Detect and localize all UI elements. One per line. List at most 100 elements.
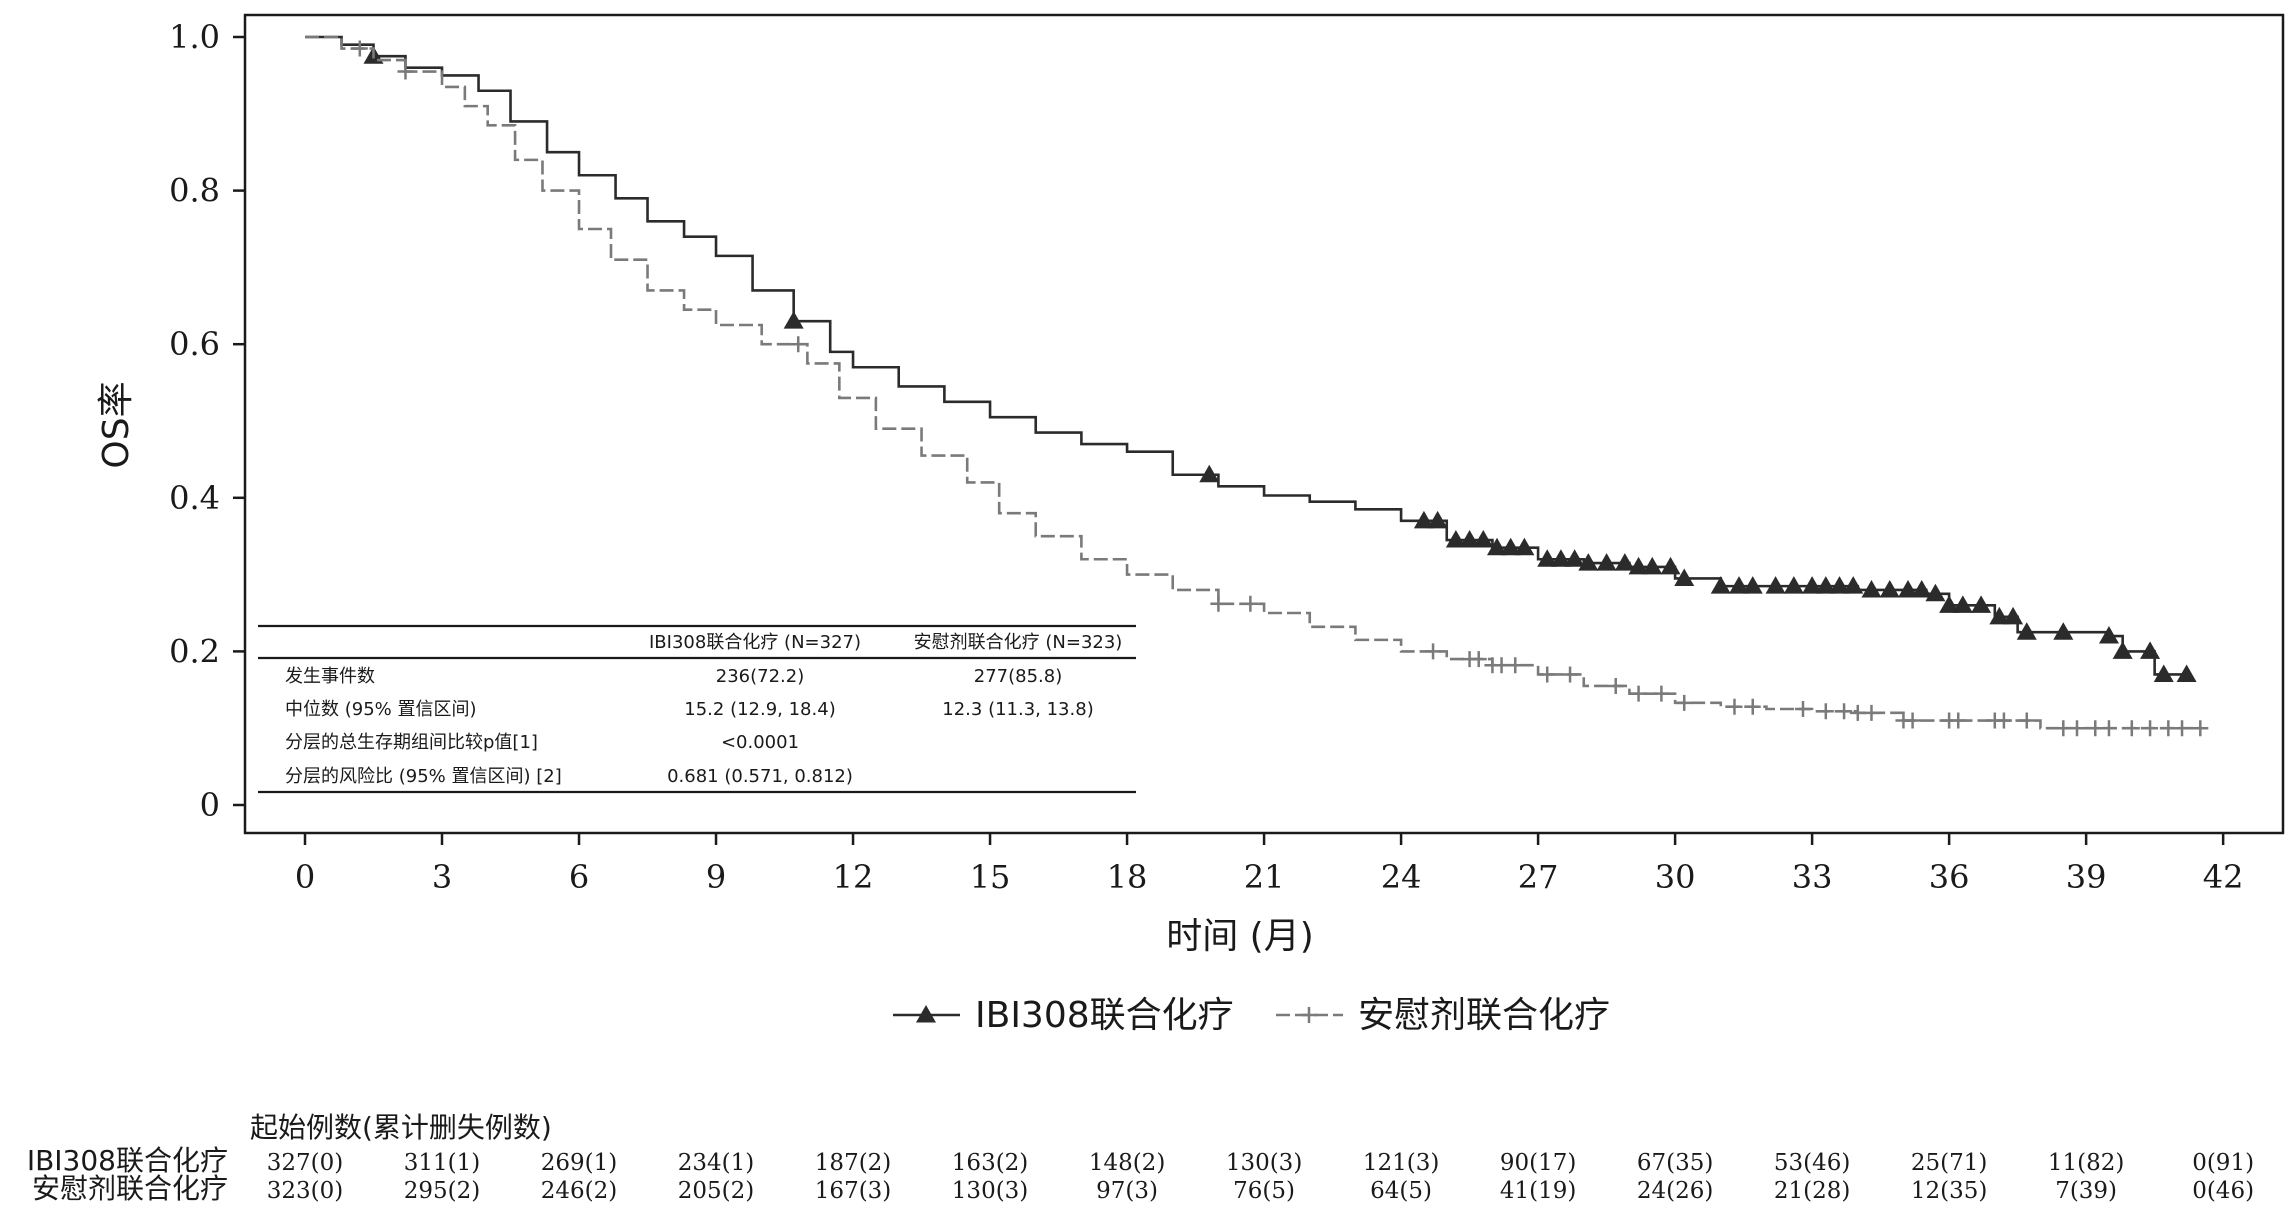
censor-marker-triangle [1729,576,1750,594]
censor-marker-plus [1562,666,1579,683]
censor-marker-triangle [2053,622,2074,640]
stats-row-value-placebo: 277(85.8) [974,666,1062,687]
censor-marker-plus [2192,720,2209,737]
censor-marker-triangle [1911,579,1932,598]
censor-marker-triangle [1843,576,1864,594]
censor-marker-triangle [1783,576,1804,594]
x-tick-label: 9 [706,858,726,896]
risk-cell: 64(5) [1370,1178,1432,1204]
censor-marker-triangle [2153,664,2174,682]
censor-marker-triangle [2140,641,2161,659]
plot-frame [243,13,2285,835]
censor-marker-plus [397,63,414,80]
x-tick-label: 21 [1244,858,1285,896]
stats-row-label: 分层的风险比 (95% 置信区间) [2] [285,766,562,787]
risk-row-name: IBI308联合化疗 [27,1144,228,1177]
censor-marker-triangle [1989,606,2010,625]
risk-cell: 311(1) [404,1150,480,1176]
risk-cell: 167(3) [815,1178,891,1204]
x-tick-label: 24 [1381,858,1422,896]
legend-label-placebo: 安慰剂联合化疗 [1358,995,1610,1036]
stats-row-value-ibi308: 236(72.2) [716,666,804,687]
legend-label-ibi308: IBI308联合化疗 [975,995,1234,1036]
stats-table: IBI308联合化疗 (N=327) 安慰剂联合化疗 (N=323) 发生事件数 23… [258,624,1136,794]
ibi308-curve [305,35,2187,676]
risk-cell: 25(71) [1911,1150,1987,1176]
censor-marker-triangle [1614,553,1635,571]
censor-marker-plus [1242,595,1259,612]
x-tick-label: 27 [1518,858,1559,896]
risk-table: 起始例数(累计删失例数) IBI308联合化疗 327(0) 311(1) 269(1)… [27,1111,2254,1205]
censor-marker-plus [1301,1007,1317,1023]
censor-marker-triangle [1564,549,1585,567]
placebo-censor-markers [351,40,2209,737]
censor-marker-plus [2018,712,2035,729]
x-tick-label: 30 [1655,858,1696,896]
risk-row-name: 安慰剂联合化疗 [32,1172,228,1205]
censor-marker-triangle [1939,595,1960,613]
y-axis: 0 0.2 0.4 0.6 0.8 1.0 [169,18,245,824]
censor-marker-triangle [1898,579,1919,598]
placebo-curve [305,35,2201,730]
censor-marker-triangle [1578,553,1599,571]
x-tick-label: 0 [295,858,315,896]
x-tick-label: 33 [1792,858,1833,896]
censor-marker-triangle [1459,530,1480,548]
risk-cell: 234(1) [678,1150,754,1176]
censor-marker-triangle [1742,576,1763,594]
censor-marker-plus [1817,703,1834,720]
y-tick-label: 0 [200,786,220,824]
risk-cell: 67(35) [1637,1150,1713,1176]
x-tick-label: 42 [2203,858,2244,896]
censor-marker-triangle [1660,556,1681,575]
x-tick-label: 6 [569,858,589,896]
censor-marker-triangle [1815,576,1836,594]
censor-marker-triangle [1413,510,1434,529]
risk-cell: 246(2) [541,1178,617,1204]
censor-marker-triangle [1710,576,1731,594]
censor-marker-plus [1630,685,1647,702]
x-tick-label: 3 [432,858,452,896]
censor-marker-plus [1470,651,1487,668]
y-tick-label: 0.8 [169,172,220,210]
stats-header-ibi308: IBI308联合化疗 (N=327) [649,632,861,653]
stats-row-label: 中位数 (95% 置信区间) [285,699,477,720]
censor-marker-plus [2123,720,2140,737]
risk-cell: 97(3) [1096,1178,1158,1204]
risk-cell: 0(46) [2192,1178,2254,1204]
censor-marker-triangle [1642,556,1663,575]
censor-marker-plus [351,40,368,57]
stats-header-placebo: 安慰剂联合化疗 (N=323) [914,632,1123,653]
risk-cell: 41(19) [1500,1178,1576,1204]
censor-marker-plus [1836,703,1853,720]
risk-cell: 76(5) [1233,1178,1295,1204]
censor-marker-triangle [1445,530,1466,548]
stats-row-label: 分层的总生存期组间比较p值[1] [285,732,538,753]
stats-row-label: 发生事件数 [285,666,375,687]
censor-marker-triangle [1925,583,1946,602]
risk-cell: 0(91) [2192,1150,2254,1176]
censor-marker-triangle [1674,568,1695,586]
censor-marker-plus [1744,698,1761,715]
risk-cell: 130(3) [952,1178,1028,1204]
censor-marker-triangle [1514,537,1535,556]
censor-marker-triangle [1596,553,1617,571]
risk-cell: 327(0) [267,1150,343,1176]
censor-marker-triangle [1537,549,1558,567]
censor-marker-plus [1607,677,1624,694]
censor-marker-plus [1794,701,1811,717]
stats-row-value-ibi308: 15.2 (12.9, 18.4) [684,699,835,720]
risk-cell: 148(2) [1089,1150,1165,1176]
x-tick-label: 18 [1107,858,1148,896]
censor-marker-triangle [1500,537,1521,556]
y-tick-label: 0.6 [169,325,220,363]
x-axis-title: 时间 (月) [1166,916,1314,957]
series-layer [305,35,2209,737]
risk-cell: 90(17) [1500,1150,1576,1176]
censor-marker-triangle [2016,622,2037,640]
censor-marker-plus [1653,685,1670,702]
risk-cell: 130(3) [1226,1150,1302,1176]
censor-marker-triangle [2003,606,2024,625]
censor-marker-plus [1863,704,1880,721]
